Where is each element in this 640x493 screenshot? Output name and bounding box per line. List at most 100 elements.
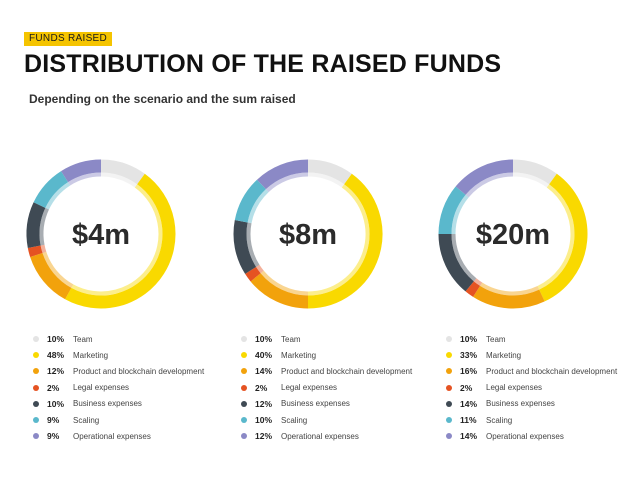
legend-percent: 12% [47,366,65,377]
legend-percent: 14% [460,431,478,442]
legend-percent: 10% [255,415,273,426]
slice-scaling [438,186,466,235]
legend-label: Business expenses [281,399,350,409]
legend-label: Legal expenses [486,383,543,393]
slice-shade-marketing [537,184,575,290]
legend-item-legal-expenses: 2% Legal expenses [446,380,617,396]
legend-swatch [241,336,247,343]
legend-percent: 11% [460,415,477,426]
legend-swatch [446,400,452,407]
slice-shade-scaling [247,189,269,224]
slice-legal-expenses [245,266,261,282]
legend-swatch [241,400,247,407]
legend-item-legal-expenses: 2% Legal expenses [33,380,204,396]
slice-marketing [307,173,383,309]
slice-team [512,159,557,185]
legend-percent: 2% [460,382,473,393]
legend-item-marketing: 48% Marketing [33,347,204,363]
legend-label: Team [486,334,506,344]
legend-item-operational-expenses: 9% Operational expenses [33,428,204,444]
donut-center-label: $4m [72,219,130,251]
legend-item-operational-expenses: 12% Operational expenses [241,428,412,444]
legend-percent: 2% [255,382,268,393]
legend-swatch [446,417,452,424]
slice-business-expenses [438,233,474,292]
legend-label: Operational expenses [486,431,564,441]
legend-20m: 10% Team 33% Marketing 16% Product and blockc… [446,331,617,444]
legend-item-team: 10% Team [241,331,412,347]
legend-label: Business expenses [486,399,555,409]
legend-percent: 33% [460,350,478,361]
legend-item-product-and-blockchain-development: 12% Product and blockchain development [33,363,204,379]
legend-percent: 16% [460,366,478,377]
slice-product-and-blockchain-development [250,273,309,309]
slice-business-expenses [233,220,257,274]
legend-label: Business expenses [73,399,142,409]
legend-percent: 9% [47,431,60,442]
legend-label: Product and blockchain development [486,366,618,376]
legend-percent: 12% [255,398,273,409]
legend-item-marketing: 40% Marketing [241,347,412,363]
legend-label: Marketing [73,350,109,360]
legend-percent: 12% [255,431,273,442]
slice-shade-product-and-blockchain-development [260,270,309,296]
legend-percent: 2% [47,382,60,393]
slice-shade-business-expenses [246,222,260,267]
legend-swatch [446,384,452,391]
legend-percent: 10% [47,398,65,409]
legend-label: Operational expenses [73,431,151,441]
slice-product-and-blockchain-development [473,285,545,309]
legend-item-product-and-blockchain-development: 16% Product and blockchain development [446,363,617,379]
legend-percent: 14% [460,398,478,409]
legend-label: Legal expenses [73,383,130,393]
legend-swatch [33,336,39,343]
slice-legal-expenses [27,245,43,258]
legend-label: Team [281,334,301,344]
legend-item-team: 10% Team [446,331,617,347]
legend-item-business-expenses: 14% Business expenses [446,396,617,412]
slice-shade-operational-expenses [265,172,309,193]
legend-item-legal-expenses: 2% Legal expenses [241,380,412,396]
slice-operational-expenses [455,159,514,195]
slice-shade-team [512,172,550,188]
slice-shade-business-expenses [451,233,477,282]
donut-center-label: $8m [279,219,337,251]
slice-shade-business-expenses [39,207,49,246]
legend-swatch [33,368,39,375]
legend-swatch [241,417,247,424]
page-subtitle: Depending on the scenario and the sum ra… [29,92,296,106]
slice-shade-operational-expenses [465,172,514,198]
legend-label: Marketing [281,350,317,360]
legend-swatch [446,352,452,359]
slice-business-expenses [26,202,46,248]
legend-percent: 40% [255,350,273,361]
slice-shade-legal-expenses [473,278,483,286]
slice-scaling [33,171,69,209]
legend-label: Scaling [73,415,100,425]
legend-8m: 10% Team 40% Marketing 14% Product and blockc… [241,331,412,444]
legend-item-business-expenses: 12% Business expenses [241,396,412,412]
legend-label: Legal expenses [281,383,338,393]
slice-shade-team [307,172,345,188]
legend-item-business-expenses: 10% Business expenses [33,396,204,412]
legend-item-operational-expenses: 14% Operational expenses [446,428,617,444]
slice-team [100,159,145,185]
legend-label: Scaling [486,415,513,425]
legend-item-product-and-blockchain-development: 14% Product and blockchain development [241,363,412,379]
slice-product-and-blockchain-development [30,252,72,300]
donut-charts: $4m $8m $20m [26,159,588,309]
legend-percent: 10% [47,334,65,345]
slice-legal-expenses [465,281,481,297]
legend-swatch [33,417,39,424]
legend-item-scaling: 9% Scaling [33,412,204,428]
slice-scaling [234,179,267,223]
legend-percent: 10% [255,334,273,345]
legend-swatch [241,368,247,375]
section-tag: FUNDS RAISED [24,32,113,46]
slice-shade-product-and-blockchain-development [480,282,540,296]
legend-percent: 14% [255,366,273,377]
slice-marketing [539,173,588,302]
slice-shade-team [100,172,138,188]
slice-marketing [65,173,176,309]
legend-percent: 10% [460,334,478,345]
